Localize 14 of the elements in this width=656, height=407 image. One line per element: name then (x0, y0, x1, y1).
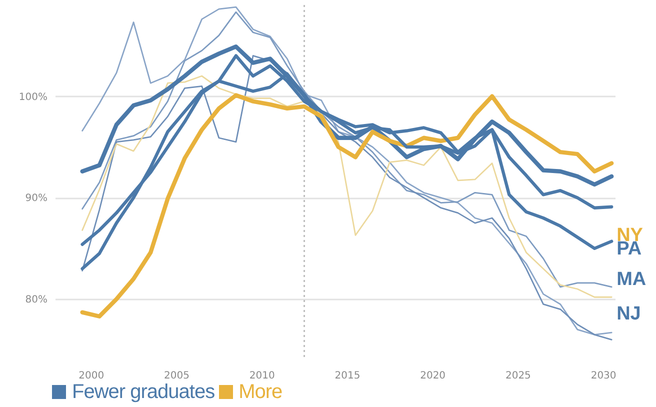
y-tick-label: 90% (25, 193, 48, 204)
y-tick-label: 80% (25, 294, 48, 306)
x-tick-label: 2015 (334, 370, 360, 382)
text: NJ (616, 303, 641, 324)
x-tick-label: 2025 (505, 370, 531, 382)
text: More (238, 381, 282, 403)
x-tick-label: 2020 (420, 370, 446, 382)
x-tick-label: 2030 (590, 370, 616, 382)
text: MA (616, 268, 646, 290)
y-tick-label: 100% (18, 92, 48, 103)
x-tick-label: 2005 (164, 370, 190, 382)
x-tick-label: 2000 (78, 370, 104, 382)
x-tick-label: 2010 (249, 370, 275, 382)
text: Fewer graduates (72, 381, 215, 403)
